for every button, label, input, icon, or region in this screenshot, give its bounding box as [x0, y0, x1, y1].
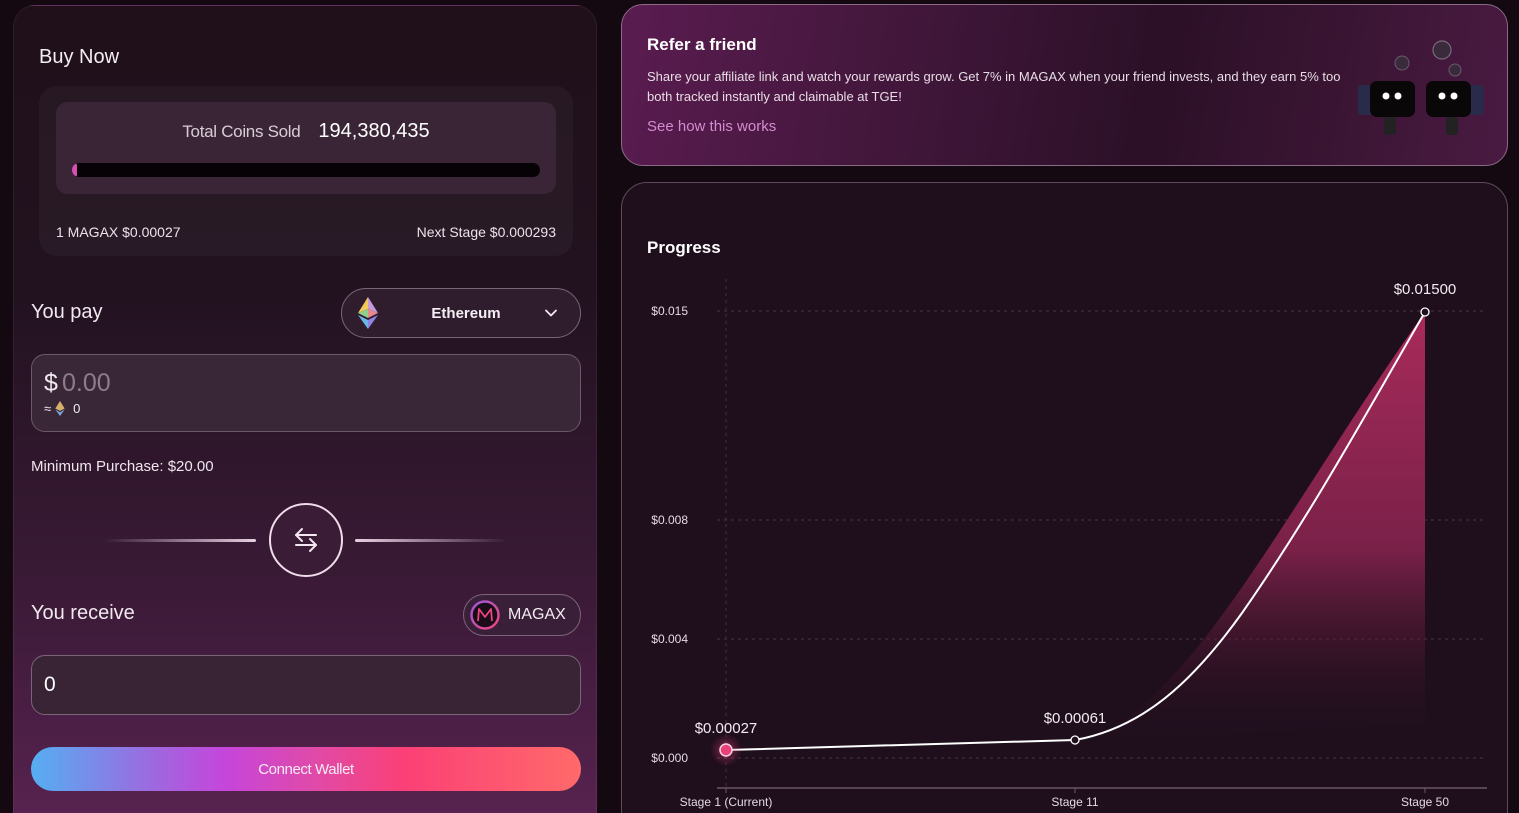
magax-logo-icon — [470, 600, 500, 630]
receive-amount-value: 0 — [44, 673, 56, 696]
currency-select-label: Ethereum — [431, 304, 501, 322]
data-point — [1420, 307, 1430, 317]
chevron-down-icon — [545, 309, 557, 317]
currency-select[interactable]: Ethereum — [341, 288, 581, 338]
point-label: $0.01500 — [1394, 281, 1457, 298]
refer-description: Share your affiliate link and watch your… — [647, 69, 1341, 104]
you-pay-label: You pay — [31, 301, 103, 323]
total-coins-value: 194,380,435 — [318, 120, 430, 142]
grid-lines — [717, 279, 1487, 788]
y-tick: $0.000 — [651, 751, 688, 765]
see-how-link[interactable]: See how this works — [647, 118, 777, 135]
y-tick: $0.015 — [651, 304, 688, 318]
refer-title: Refer a friend — [647, 35, 757, 54]
x-tick: Stage 50 — [1401, 795, 1449, 809]
swap-button[interactable] — [269, 503, 343, 577]
robots-illustration-icon — [1358, 40, 1484, 135]
chart-title: Progress — [647, 238, 721, 257]
approx-eth-amount: ≈ 0 — [44, 401, 80, 416]
divider-right — [355, 539, 507, 542]
chart-line — [725, 311, 1426, 751]
progress-chart-panel: Progress — [621, 182, 1508, 813]
approx-symbol: ≈ — [44, 401, 52, 416]
next-stage-price: Next Stage $0.000293 — [416, 224, 556, 240]
ethereum-icon — [55, 401, 65, 416]
refer-panel: Refer a friend Share your affiliate link… — [621, 4, 1508, 166]
x-tick: Stage 1 (Current) — [680, 795, 773, 809]
buy-title: Buy Now — [39, 46, 120, 68]
you-receive-label: You receive — [31, 602, 135, 624]
pay-amount-placeholder: 0.00 — [62, 369, 111, 397]
connect-wallet-button[interactable]: Connect Wallet — [31, 747, 581, 791]
swap-arrows-icon — [295, 528, 317, 552]
progress-chart: $0.015 $0.008 $0.004 $0.000 Stage 1 (Cur… — [651, 279, 1487, 809]
sale-progress-bar — [72, 163, 540, 177]
point-label: $0.00061 — [1044, 710, 1107, 727]
data-point — [1070, 735, 1080, 745]
coins-sold-box: Total Coins Sold 194,380,435 — [56, 102, 556, 194]
sale-progress-fill — [72, 163, 77, 177]
data-point-current — [719, 743, 733, 757]
receive-token-label: MAGAX — [508, 606, 566, 623]
minimum-purchase: Minimum Purchase: $20.00 — [31, 458, 214, 475]
point-label: $0.00027 — [695, 720, 758, 737]
receive-token-badge: MAGAX — [463, 594, 581, 636]
y-tick: $0.008 — [651, 513, 688, 527]
pay-amount-input[interactable]: $ 0.00 ≈ 0 — [31, 354, 581, 432]
buy-panel: Buy Now Total Coins Sold 194,380,435 1 M… — [13, 5, 597, 813]
current-price: 1 MAGAX $0.00027 — [56, 224, 181, 240]
x-tick: Stage 11 — [1051, 795, 1098, 809]
sale-stats-card: Total Coins Sold 194,380,435 1 MAGAX $0.… — [39, 86, 573, 256]
approx-value: 0 — [73, 401, 81, 416]
y-tick: $0.004 — [651, 632, 688, 646]
chart-area — [1075, 312, 1425, 743]
total-coins-label: Total Coins Sold — [182, 122, 301, 141]
divider-left — [104, 539, 256, 542]
receive-amount-input[interactable]: 0 — [31, 655, 581, 715]
currency-symbol: $ — [44, 369, 58, 397]
ethereum-icon — [358, 297, 378, 329]
